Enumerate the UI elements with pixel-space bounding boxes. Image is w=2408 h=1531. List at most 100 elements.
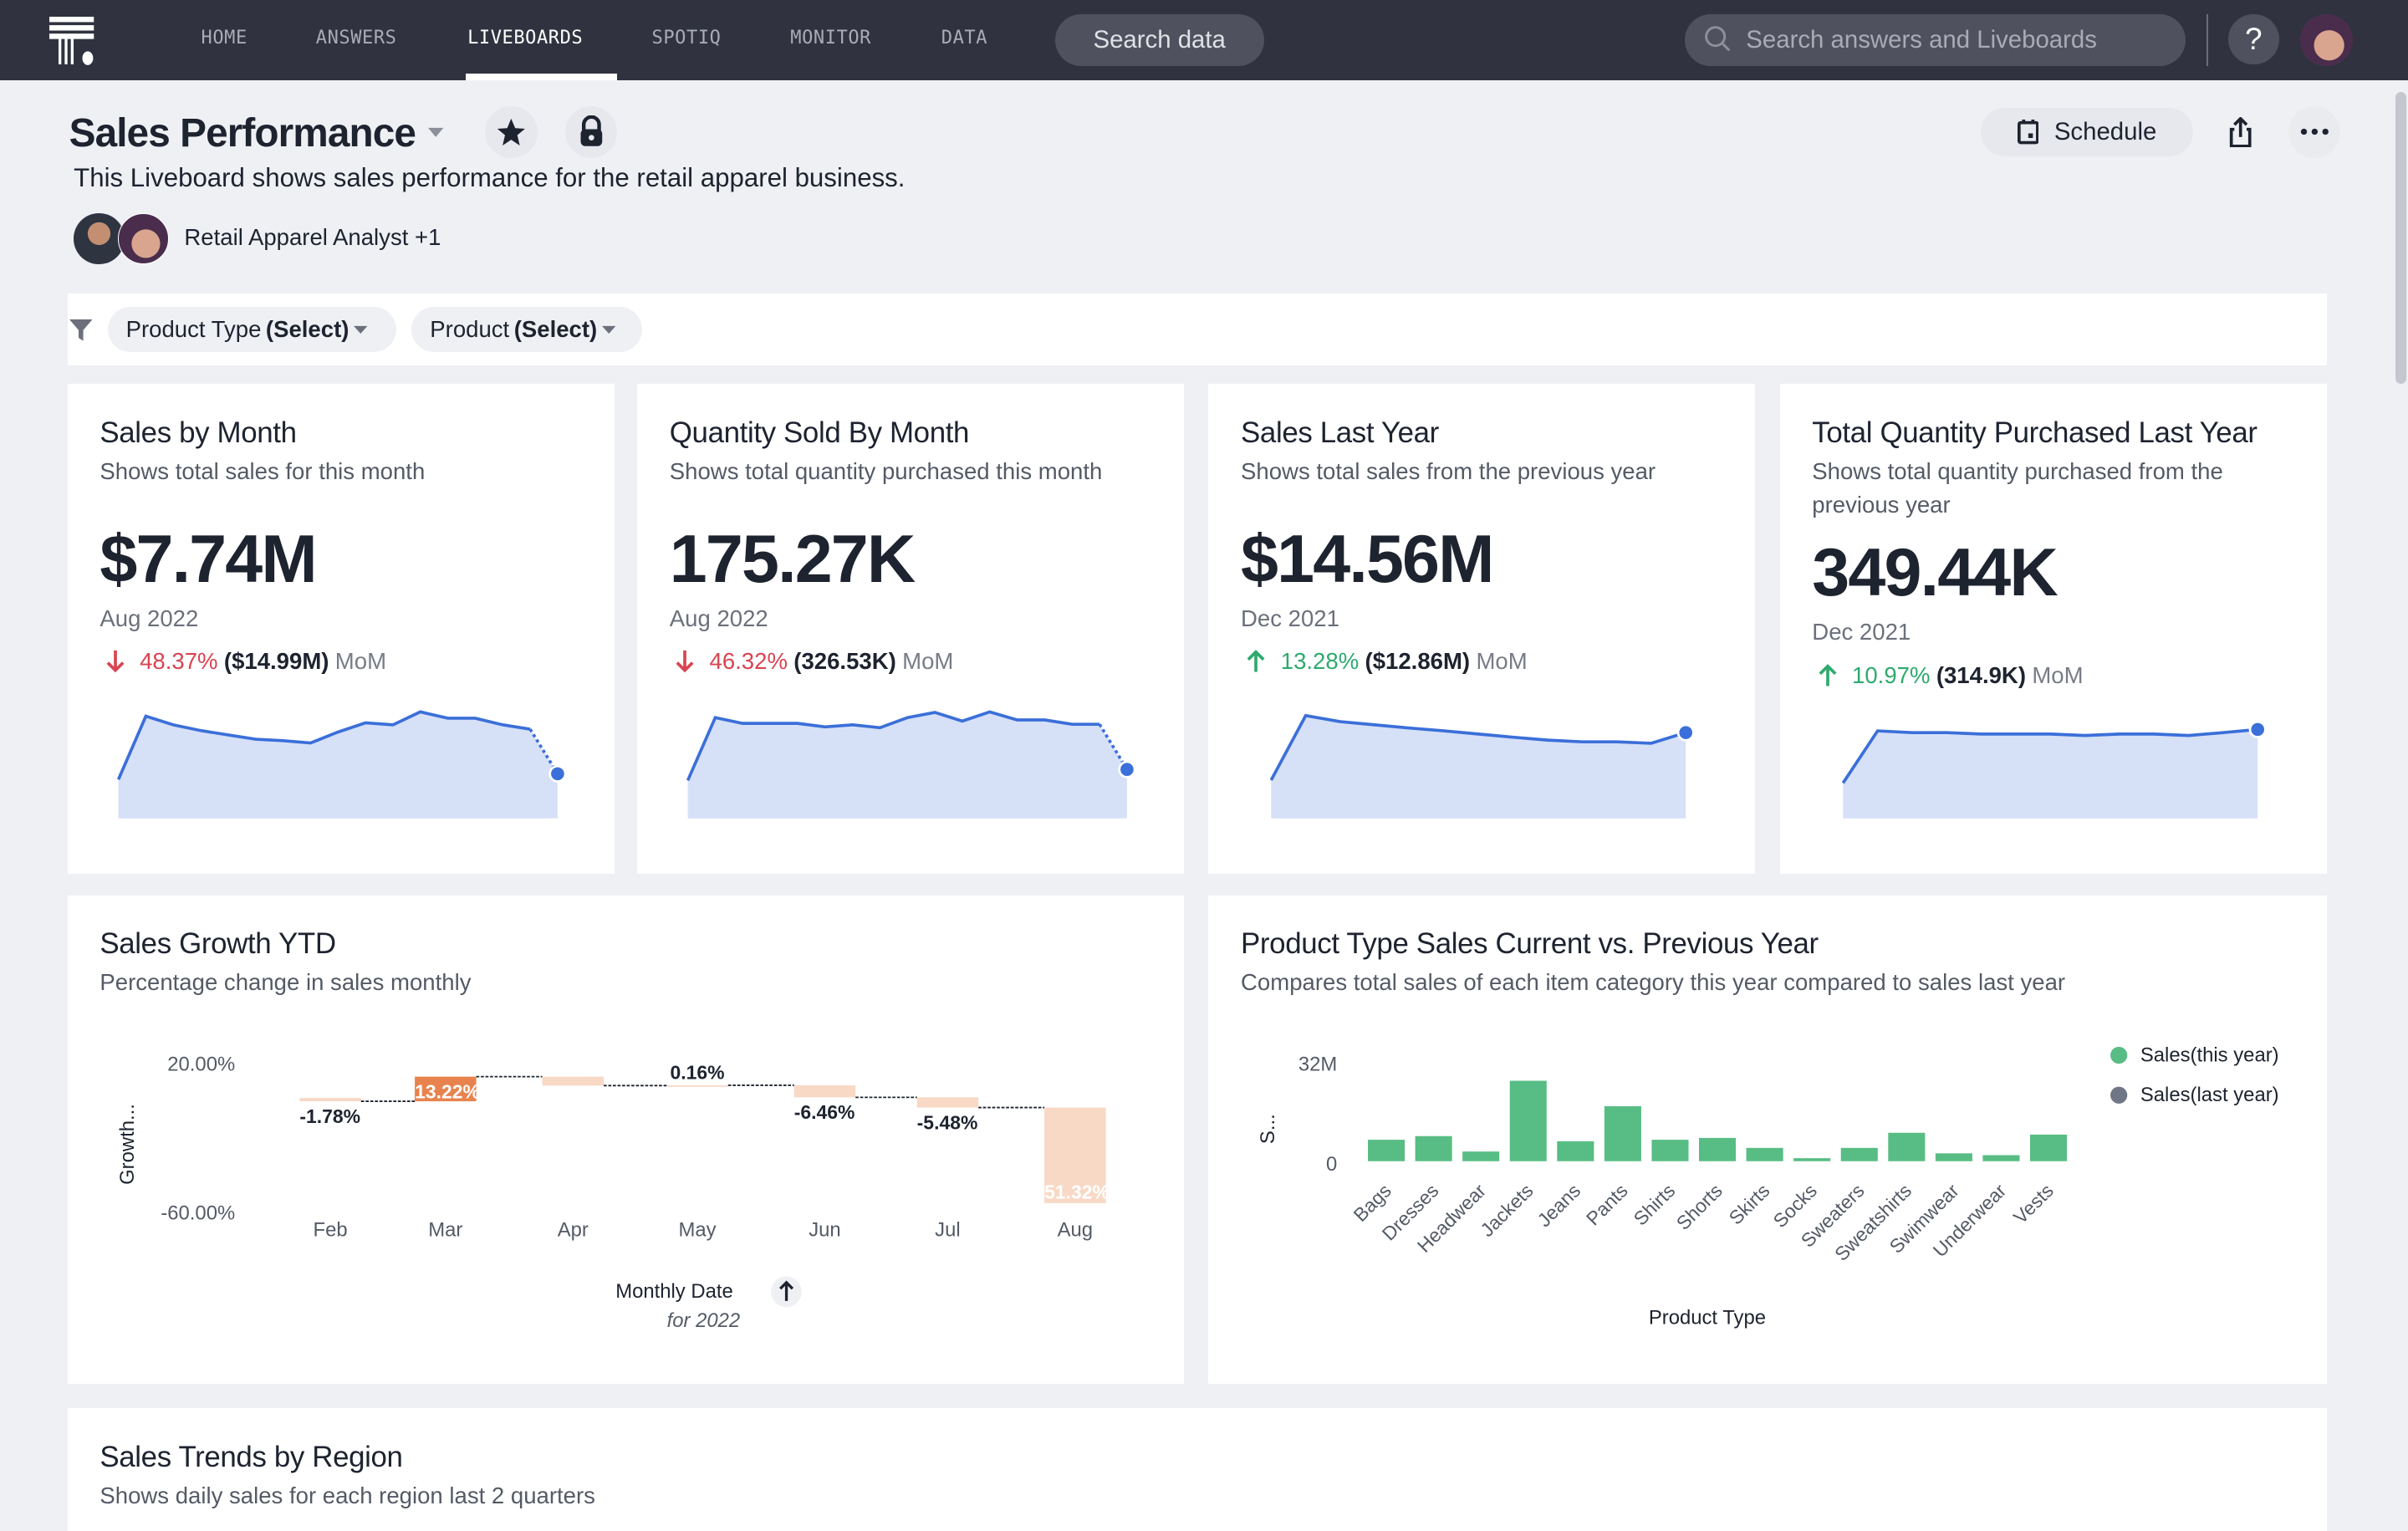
star-icon (497, 118, 526, 145)
global-search-input[interactable]: Search answers and Liveboards (1684, 13, 2186, 66)
filter-icon[interactable] (69, 319, 93, 341)
x-tick-label: Feb (313, 1219, 347, 1242)
sparkline-area (1843, 729, 2258, 819)
sparkline-line (686, 710, 1100, 782)
kpi-previous-value: ($12.86M) (1365, 648, 1471, 675)
waterfall-bar (542, 1076, 604, 1086)
search-icon (1705, 26, 1731, 52)
sparkline-last-point (2248, 720, 2267, 739)
waterfall-bar (666, 1084, 728, 1087)
filter-value: (Select) (513, 315, 598, 342)
lock-button[interactable] (564, 105, 618, 159)
kpi-title: Sales by Month (99, 416, 297, 449)
x-axis-sublabel: for 2022 (666, 1309, 740, 1332)
x-tick-label: Vests (2009, 1179, 2058, 1227)
schedule-button[interactable]: Schedule (1981, 107, 2193, 157)
more-options-button[interactable] (2288, 105, 2341, 159)
kpi-period: MoM (902, 648, 954, 675)
x-axis-label: Product Type (1649, 1306, 1766, 1329)
filter-product[interactable]: Product (Select) (411, 307, 642, 352)
sales-trends-card[interactable]: Sales Trends by Region Shows daily sales… (67, 1408, 2327, 1531)
title-dropdown-icon[interactable] (428, 126, 444, 139)
chevron-down-icon (353, 326, 368, 334)
filter-label: Product (430, 315, 510, 342)
scrollbar[interactable] (2395, 92, 2407, 385)
x-tick-label: Jackets (1477, 1179, 1538, 1240)
y-axis-label: S... (1257, 1114, 1279, 1144)
calendar-icon (2017, 120, 2039, 145)
sort-arrow-icon (778, 1280, 793, 1301)
arrow-down-icon (676, 651, 694, 673)
kpi-subtitle: Shows total quantity purchased from the … (1812, 457, 2223, 518)
bar (1510, 1080, 1548, 1161)
filter-product-type[interactable]: Product Type (Select) (107, 307, 396, 352)
kpi-change: 48.37% ($14.99M) MoM (106, 648, 386, 675)
bar (1841, 1147, 1879, 1161)
x-tick-label: Aug (1057, 1219, 1092, 1242)
kpi-previous-value: (326.53K) (793, 648, 896, 675)
x-tick-label: Shorts (1672, 1179, 1727, 1233)
author-avatar[interactable] (118, 213, 170, 264)
waterfall-bar (414, 1076, 477, 1101)
author-avatar[interactable] (74, 213, 125, 264)
favorite-button[interactable] (485, 105, 538, 159)
kpi-date: Dec 2021 (1812, 619, 1911, 646)
arrow-up-icon (1819, 663, 1837, 686)
y-tick-label: 20.00% (167, 1053, 235, 1075)
kpi-change-percent: 46.32% (709, 648, 788, 675)
y-axis-label: Growth... (116, 1104, 139, 1185)
card-title: Product Type Sales Current vs. Previous … (1241, 927, 1819, 961)
bar (1888, 1132, 1926, 1161)
search-data-button[interactable]: Search data (1054, 13, 1264, 66)
chevron-down-icon (601, 326, 616, 334)
bar (1936, 1153, 1973, 1161)
product-bar-chart: 32M0S...BagsDressesHeadwearJacketsJeansP… (1257, 1044, 2279, 1329)
nav-home[interactable]: HOME (201, 28, 247, 49)
nav-answers[interactable]: ANSWERS (315, 28, 397, 49)
kpi-change: 10.97% (314.9K) MoM (1819, 662, 2084, 689)
page-title: Sales Performance (69, 111, 416, 156)
waterfall-bar (1043, 1107, 1106, 1203)
share-button[interactable] (2215, 108, 2267, 157)
waterfall-bar (793, 1084, 856, 1098)
search-placeholder: Search answers and Liveboards (1746, 25, 2097, 54)
kpi-sparkline (116, 710, 567, 819)
kpi-sparkline (1841, 720, 2267, 819)
x-tick-label: Jeans (1533, 1179, 1585, 1231)
kpi-change-percent: 10.97% (1852, 661, 1931, 688)
card-subtitle: Percentage change in sales monthly (99, 969, 472, 996)
active-tab-indicator (465, 74, 618, 80)
legend-marker (2110, 1046, 2128, 1064)
sparkline-last-point (1677, 723, 1696, 742)
more-icon (2300, 129, 2329, 135)
schedule-label: Schedule (2053, 117, 2157, 145)
kpi-sparkline (686, 710, 1136, 819)
kpi-change-percent: 48.37% (140, 648, 218, 675)
legend-label: Sales(this year) (2140, 1044, 2279, 1066)
kpi-value: 349.44K (1812, 535, 2058, 611)
bar (1416, 1135, 1453, 1161)
help-button[interactable]: ? (2228, 13, 2279, 65)
x-tick-label: Jun (809, 1219, 840, 1242)
waterfall-bar (916, 1097, 978, 1108)
filter-bar (67, 293, 2327, 366)
bar (1699, 1137, 1737, 1161)
kpi-title: Quantity Sold By Month (669, 416, 970, 449)
nav-data[interactable]: DATA (941, 28, 988, 49)
kpi-change-percent: 13.28% (1280, 648, 1360, 675)
kpi-subtitle: Shows total sales for this month (99, 457, 426, 484)
waterfall-chart: 20.00% -60.00% Growth... Feb -1.78% Mar 13.22%… (116, 1053, 1110, 1332)
kpi-value: $14.56M (1241, 521, 1494, 597)
product-type-sales-card[interactable]: Product Type Sales Current vs. Previous … (1208, 895, 2327, 1384)
nav-monitor[interactable]: MONITOR (790, 28, 871, 49)
card-title: Sales Trends by Region (99, 1440, 403, 1473)
app-logo[interactable] (48, 17, 99, 66)
authors-label[interactable]: Retail Apparel Analyst +1 (184, 224, 441, 251)
nav-liveboards[interactable]: LIVEBOARDS (467, 28, 584, 49)
nav-spotiq[interactable]: SPOTIQ (651, 28, 722, 49)
sales-growth-card[interactable]: Sales Growth YTD Percentage change in sa… (67, 895, 1185, 1384)
kpi-period: MoM (1476, 648, 1528, 675)
user-avatar[interactable] (2300, 13, 2353, 66)
sparkline-area (1271, 716, 1686, 819)
y-tick-label: 32M (1298, 1053, 1337, 1075)
